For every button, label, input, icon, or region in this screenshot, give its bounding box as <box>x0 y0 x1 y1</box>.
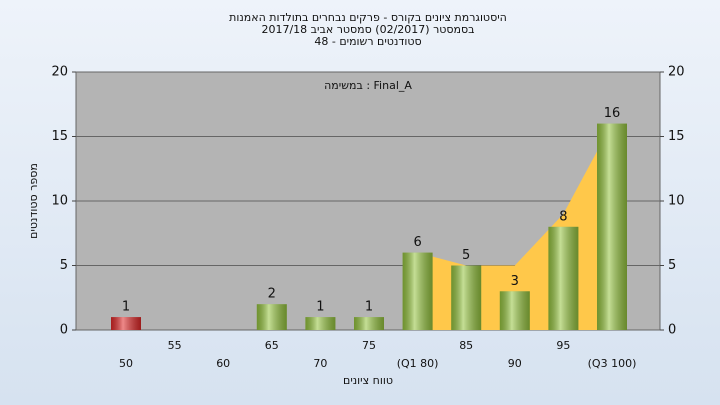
data-label: 2 <box>268 287 276 302</box>
y2-tick-label: 0 <box>668 323 676 338</box>
data-label: 16 <box>604 106 621 121</box>
x-tick-label: (Q1 80) <box>397 357 439 370</box>
bar-shine <box>597 123 627 330</box>
x-tick-label: 90 <box>508 357 522 370</box>
title: בסמסטר (02/2017) סמסטר אביב 2017/18 <box>261 23 474 36</box>
y2-tick-label: 20 <box>668 65 685 80</box>
data-label: 1 <box>122 300 130 315</box>
x-tick-label: 85 <box>459 339 473 352</box>
y-tick-label: 5 <box>60 258 68 273</box>
x-tick-label: (Q3 100) <box>588 357 637 370</box>
data-label: 8 <box>559 209 567 224</box>
x-tick-label: 75 <box>362 339 376 352</box>
bar-shine <box>451 265 482 330</box>
y-tick-label: 10 <box>51 194 68 209</box>
bar-shine <box>305 317 336 330</box>
data-label: 1 <box>365 300 373 315</box>
x-axis-label: טווח ציונים <box>343 374 393 387</box>
x-tick-label: 95 <box>556 339 570 352</box>
data-label: 3 <box>511 274 519 289</box>
data-label: 1 <box>316 300 324 315</box>
x-tick-label: 50 <box>119 357 133 370</box>
y2-tick-label: 10 <box>668 194 685 209</box>
x-tick-label: 65 <box>265 339 279 352</box>
x-tick-label: 55 <box>168 339 182 352</box>
x-tick-label: 60 <box>216 357 230 370</box>
title: היסטוגרמת ציונים בקורס - פרקים נבחרים בת… <box>229 11 507 24</box>
bar-shine <box>402 252 433 330</box>
bar-shine <box>256 304 287 330</box>
bar-shine <box>111 317 141 330</box>
x-tick-label: 70 <box>313 357 327 370</box>
y-tick-label: 15 <box>51 129 68 144</box>
y-axis-label: מספר סטודנטים <box>27 163 40 239</box>
annotation: במשימה : Final_A <box>324 79 412 92</box>
bar-shine <box>548 226 579 330</box>
data-label: 6 <box>413 235 421 250</box>
y2-tick-label: 15 <box>668 129 685 144</box>
title: סטודנטים רשומים - 48 <box>314 35 421 48</box>
y-tick-label: 0 <box>60 323 68 338</box>
bar-shine <box>354 317 384 330</box>
y2-tick-label: 5 <box>668 258 676 273</box>
y-tick-label: 20 <box>51 65 68 80</box>
data-label: 5 <box>462 248 470 263</box>
bar-shine <box>499 291 530 330</box>
